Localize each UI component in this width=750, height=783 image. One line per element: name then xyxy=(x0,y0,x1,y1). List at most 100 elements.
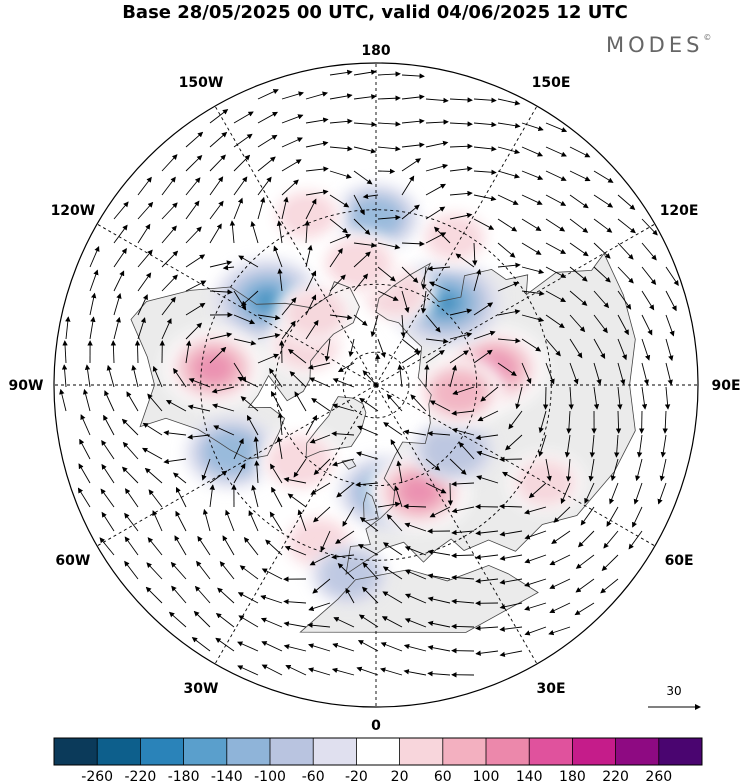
wind-arrow-icon xyxy=(283,599,307,605)
wind-arrow-icon xyxy=(449,190,473,197)
wind-arrow-icon xyxy=(281,196,289,220)
colorbar-swatch xyxy=(658,738,703,765)
longitude-label: 60W xyxy=(55,553,90,569)
wind-arrow-icon xyxy=(564,434,571,458)
wind-arrow-icon xyxy=(89,269,99,292)
wind-arrow-icon xyxy=(152,510,163,532)
wind-arrow-icon xyxy=(137,249,153,268)
wind-arrow-icon xyxy=(377,71,401,77)
wind-arrow-icon xyxy=(193,610,211,628)
wind-arrow-icon xyxy=(617,242,634,260)
brand-mark: © xyxy=(703,33,712,42)
wind-arrow-icon xyxy=(308,602,331,611)
wind-arrow-icon xyxy=(356,425,379,436)
wind-arrow-icon xyxy=(161,250,179,268)
wind-arrow-icon xyxy=(420,290,427,314)
wind-arrow-icon xyxy=(497,146,521,155)
wind-arrow-icon xyxy=(310,482,331,495)
wind-arrow-icon xyxy=(185,254,206,268)
wind-arrow-icon xyxy=(424,364,430,388)
wind-arrow-icon xyxy=(362,193,379,200)
wind-arrow-icon xyxy=(215,637,235,652)
wind-arrow-icon xyxy=(65,316,71,340)
wind-arrow-icon xyxy=(308,643,331,652)
anomaly-contour xyxy=(257,292,280,310)
wind-arrow-icon xyxy=(521,290,545,296)
wind-arrow-icon xyxy=(281,320,296,340)
wind-arrow-icon xyxy=(377,121,401,127)
wind-arrow-icon xyxy=(449,143,473,149)
wind-arrow-icon xyxy=(165,399,187,412)
wind-arrow-icon xyxy=(329,218,348,234)
wind-arrow-icon xyxy=(106,364,115,388)
wind-arrow-icon xyxy=(191,637,211,652)
wind-arrow-icon xyxy=(569,146,591,158)
wind-arrow-icon xyxy=(353,121,377,128)
wind-arrow-icon xyxy=(425,482,447,494)
colorbar-tick-label: -20 xyxy=(345,769,368,783)
wind-arrow-icon xyxy=(122,441,139,460)
wind-arrow-icon xyxy=(170,561,187,580)
colorbar-tick-label: 60 xyxy=(434,769,452,783)
wind-arrow-icon xyxy=(575,554,595,569)
wind-arrow-icon xyxy=(499,602,523,610)
wind-arrow-icon xyxy=(307,622,331,628)
wind-arrow-icon xyxy=(449,121,473,127)
wind-arrow-icon xyxy=(307,362,331,370)
wind-arrow-icon xyxy=(113,316,121,340)
anomaly-center xyxy=(276,282,356,345)
wind-arrow-icon xyxy=(309,377,331,388)
wind-arrow-icon xyxy=(305,166,329,172)
wind-arrow-icon xyxy=(305,189,329,196)
wind-arrow-icon xyxy=(505,434,523,451)
wind-arrow-icon xyxy=(336,482,355,498)
wind-arrow-icon xyxy=(397,364,403,388)
wind-arrow-icon xyxy=(404,593,427,604)
wind-arrow-icon xyxy=(632,506,643,528)
wind-arrow-icon xyxy=(497,194,519,205)
wind-arrow-icon xyxy=(521,362,532,385)
wind-arrow-icon xyxy=(222,535,235,556)
wind-arrow-icon xyxy=(187,404,211,412)
wind-arrow-icon xyxy=(617,290,632,310)
land-greenland-coast xyxy=(305,396,367,459)
wind-arrow-icon xyxy=(524,506,547,515)
wind-arrow-icon xyxy=(281,179,299,196)
wind-arrow-icon xyxy=(593,194,614,208)
wind-arrow-icon xyxy=(569,194,589,209)
wind-arrow-icon xyxy=(538,410,547,434)
wind-arrow-icon xyxy=(276,436,283,460)
wind-arrow-icon xyxy=(212,403,235,412)
wind-arrow-icon xyxy=(248,510,259,532)
wind-arrow-icon xyxy=(452,386,475,396)
wind-arrow-icon xyxy=(521,146,544,157)
wind-arrow-icon xyxy=(609,482,619,505)
wind-arrow-icon xyxy=(233,154,251,172)
wind-arrow-icon xyxy=(401,94,425,100)
wind-arrow-icon xyxy=(329,170,352,179)
wind-arrow-icon xyxy=(59,388,67,412)
wind-arrow-icon xyxy=(261,568,283,580)
wind-arrow-icon xyxy=(333,617,355,628)
wind-arrow-icon xyxy=(477,410,499,422)
colorbar-tick-label: -260 xyxy=(81,769,113,783)
meridian-line xyxy=(61,384,377,567)
wind-arrow-icon xyxy=(353,94,377,100)
wind-arrow-icon xyxy=(121,418,139,436)
wind-arrow-icon xyxy=(233,176,248,196)
wind-arrow-icon xyxy=(99,537,115,556)
wind-arrow-icon xyxy=(233,463,246,484)
wind-arrow-icon xyxy=(380,667,403,676)
wind-arrow-icon xyxy=(665,362,673,386)
wind-arrow-icon xyxy=(357,640,379,652)
wind-arrow-icon xyxy=(427,265,451,272)
wind-arrow-icon xyxy=(449,364,457,388)
wind-arrow-icon xyxy=(401,350,422,364)
wind-arrow-icon xyxy=(353,314,368,326)
wind-arrow-icon xyxy=(209,109,229,124)
anomaly-center xyxy=(416,207,493,268)
wind-arrow-icon xyxy=(237,665,259,676)
wind-arrow-icon xyxy=(261,641,283,652)
wind-arrow-icon xyxy=(148,489,163,508)
wind-arrow-icon xyxy=(152,365,163,388)
